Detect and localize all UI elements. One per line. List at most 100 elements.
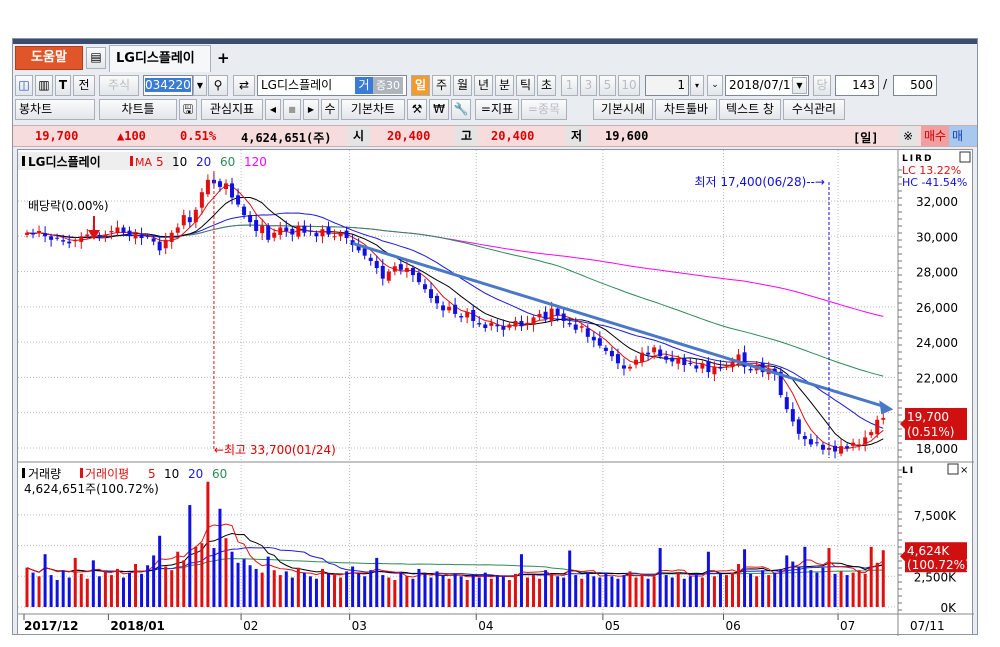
basic-quote-button[interactable]: 기본시세: [593, 99, 653, 120]
chart-frame-button[interactable]: 차트틀: [99, 99, 177, 120]
stock-button[interactable]: 주식: [99, 75, 139, 96]
code-value: 034220: [145, 78, 191, 92]
candle: [628, 366, 632, 369]
interval-3[interactable]: 3: [580, 75, 597, 96]
search-icon[interactable]: ⚲: [208, 75, 228, 96]
volume-bar: [67, 577, 71, 607]
volume-bar: [652, 576, 656, 607]
volume-bar: [435, 571, 439, 607]
volume-bar: [869, 546, 873, 607]
tools-icon[interactable]: ⚒: [407, 99, 427, 120]
date-label: 07: [840, 619, 855, 633]
vol-ma-period-20: 20: [188, 467, 203, 481]
period-0[interactable]: 일: [411, 75, 430, 96]
candle: [537, 313, 542, 318]
won-button[interactable]: ₩: [429, 99, 449, 120]
volume-bar: [773, 572, 777, 607]
text-window-button[interactable]: 텍스트 창: [719, 99, 781, 120]
period-2[interactable]: 월: [453, 75, 472, 96]
candle: [820, 444, 825, 450]
period-1[interactable]: 주: [432, 75, 451, 96]
current-price: 19,700: [35, 129, 79, 143]
candle: [404, 268, 409, 272]
chart-toolbar-button[interactable]: 차트툴바: [655, 99, 717, 120]
volume-pointer-icon: [900, 551, 905, 562]
candle: [97, 234, 102, 237]
date-input[interactable]: 2018/07/11: [725, 75, 809, 96]
all-button[interactable]: 전: [73, 75, 95, 96]
layout-icon[interactable]: ◫: [15, 75, 33, 96]
interval-10[interactable]: 10: [618, 75, 640, 96]
date-label: 05: [605, 619, 620, 633]
basic-chart-button[interactable]: 기본차트: [341, 99, 405, 120]
maximize-icon[interactable]: [947, 463, 959, 475]
ma-label: MA: [135, 156, 152, 169]
period-4[interactable]: 분: [495, 75, 514, 96]
next-icon[interactable]: ▶: [303, 99, 319, 120]
count-input[interactable]: 143: [835, 75, 879, 96]
buy-button[interactable]: 매수: [921, 126, 950, 146]
code-input[interactable]: 034220: [143, 75, 193, 96]
maximize-icon[interactable]: [959, 151, 971, 163]
volume-bar: [339, 577, 343, 607]
code-dropdown[interactable]: ▼: [193, 75, 207, 96]
interval-1[interactable]: 1: [561, 75, 578, 96]
help-button[interactable]: 도움말: [15, 46, 83, 70]
volume-bar: [423, 573, 427, 607]
volume-bar: [525, 577, 529, 607]
tab-lg-display[interactable]: LG디스플레이: [109, 45, 211, 72]
indicator-button[interactable]: =지표: [475, 99, 519, 120]
item-button[interactable]: =종목: [521, 99, 567, 120]
ma-period-5: 5: [156, 155, 164, 169]
spinner-dropdown[interactable]: ▾: [690, 75, 704, 96]
candle: [477, 323, 482, 325]
candle: [302, 225, 307, 233]
volume-bar: [176, 551, 180, 607]
add-tab-button[interactable]: +: [217, 49, 230, 67]
chart-type-select[interactable]: 봉차트: [15, 99, 95, 120]
candle: [356, 245, 361, 251]
settings-icon[interactable]: ※: [899, 126, 918, 146]
candle: [392, 266, 397, 272]
save-icon[interactable]: 🖫: [179, 99, 197, 120]
date-label: 02: [243, 619, 258, 633]
total-input[interactable]: 500: [893, 75, 937, 96]
text-icon[interactable]: T: [55, 75, 71, 96]
screen-icon[interactable]: ▤: [86, 47, 106, 69]
candle: [748, 368, 753, 371]
interval-5[interactable]: 5: [599, 75, 616, 96]
chart-area[interactable]: 32,000 30,000 28,000 26,000 24,000 22,000 18,0…: [17, 149, 974, 636]
chevron-down-icon[interactable]: ⌄: [707, 75, 723, 96]
date-dropdown[interactable]: ▼: [792, 77, 807, 94]
su-button[interactable]: 수: [321, 99, 339, 120]
candle: [519, 320, 524, 327]
volume-bar: [724, 575, 728, 607]
candle: [814, 442, 819, 444]
volume-bar: [712, 576, 716, 607]
volume-bar: [73, 557, 77, 607]
candle: [802, 435, 807, 440]
stop-icon[interactable]: ■: [283, 99, 301, 120]
chart-canvas[interactable]: 32,000 30,000 28,000 26,000 24,000 22,000 18,0…: [18, 150, 974, 636]
volume-bar: [97, 576, 101, 607]
change-rate: 0.51%: [180, 129, 217, 143]
ma-period-20: 20: [196, 155, 211, 169]
period-6[interactable]: 초: [537, 75, 556, 96]
sell-button[interactable]: 매도: [949, 126, 977, 163]
candle: [133, 234, 138, 239]
period-3[interactable]: 년: [474, 75, 493, 96]
period-5[interactable]: 틱: [516, 75, 535, 96]
dang-button[interactable]: 당: [813, 75, 831, 96]
interest-indicator-button[interactable]: 관심지표: [201, 99, 263, 120]
candle: [742, 352, 747, 367]
swap-icon[interactable]: ⇄: [233, 75, 255, 96]
candle: [869, 432, 874, 436]
interval-spinner[interactable]: 1: [645, 75, 689, 96]
wrench-icon[interactable]: 🔧: [451, 99, 471, 120]
formula-button[interactable]: 수식관리: [783, 99, 845, 120]
table-icon[interactable]: ▥: [35, 75, 53, 96]
prev-icon[interactable]: ◀: [265, 99, 281, 120]
volume-legend-title: 거래량: [28, 467, 61, 481]
candle: [603, 347, 608, 351]
candle: [368, 257, 373, 261]
